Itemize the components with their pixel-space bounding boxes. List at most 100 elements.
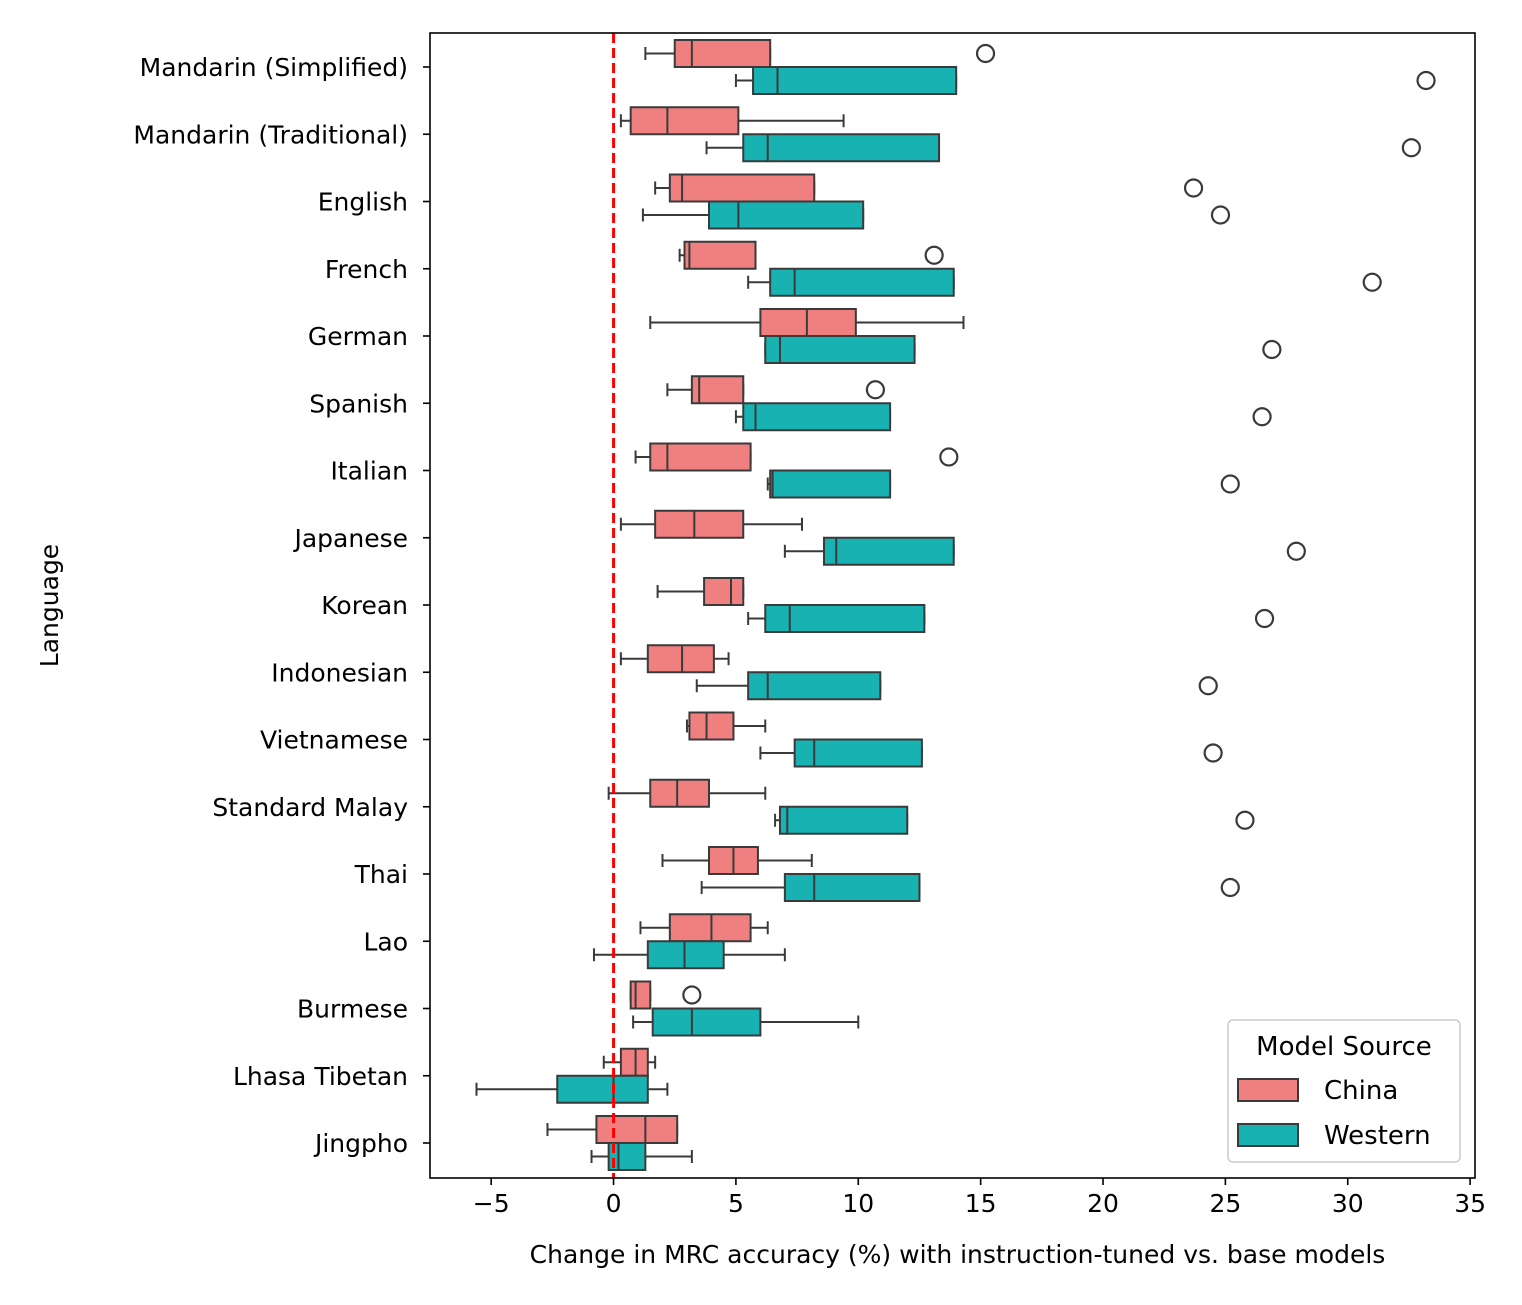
x-tick-label: 5 — [728, 1189, 744, 1218]
outlier-point — [975, 43, 996, 64]
iqr-box — [629, 106, 740, 136]
iqr-box — [764, 335, 916, 364]
box-lhasa-tibetan-china — [602, 1047, 657, 1077]
iqr-box — [629, 980, 652, 1010]
legend: Model Source China Western — [1227, 1019, 1461, 1163]
iqr-box — [752, 66, 958, 95]
iqr-box — [673, 39, 772, 68]
y-tick-label-indonesian: Indonesian — [271, 658, 408, 687]
x-tick-label: 15 — [965, 1189, 997, 1218]
y-axis-title: Language — [35, 544, 64, 667]
x-tick-label: 30 — [1332, 1189, 1364, 1218]
outlier-point — [1401, 138, 1421, 158]
outlier-point — [1286, 541, 1306, 561]
box-italian-western — [766, 469, 1240, 499]
y-tick-label-burmese: Burmese — [297, 995, 408, 1024]
iqr-box — [646, 644, 715, 674]
box-mandarin-simplified-china — [644, 39, 996, 68]
y-tick-label-english: English — [318, 188, 408, 217]
iqr-box — [646, 940, 725, 970]
iqr-box — [747, 671, 882, 701]
box-vietnamese-western — [759, 738, 1223, 768]
iqr-box — [595, 1115, 679, 1144]
x-tick-label: 0 — [606, 1189, 622, 1218]
iqr-box — [742, 402, 892, 432]
iqr-box — [742, 133, 941, 163]
outlier-point — [1252, 407, 1272, 427]
iqr-box — [823, 536, 955, 566]
y-tick-label-french: French — [325, 255, 408, 284]
y-tick-label-japanese: Japanese — [292, 524, 408, 553]
box-thai-china — [661, 846, 813, 875]
iqr-box — [683, 240, 757, 270]
outlier-point — [1203, 743, 1223, 763]
iqr-box — [703, 577, 745, 606]
box-burmese-china — [629, 980, 702, 1010]
box-standard-malay-china — [607, 778, 767, 808]
y-tick-label-mandarin-traditional: Mandarin (Traditional) — [133, 120, 408, 149]
y-tick-label-korean: Korean — [321, 591, 408, 620]
y-tick-label-italian: Italian — [330, 457, 408, 486]
box-korean-china — [656, 577, 745, 606]
x-tick-label: 10 — [842, 1189, 874, 1218]
box-mandarin-simplified-western — [734, 66, 1436, 95]
outlier-point — [1416, 70, 1436, 91]
box-italian-china — [634, 442, 959, 472]
outlier-point — [1220, 474, 1240, 494]
box-german-china — [649, 308, 965, 337]
iqr-box — [759, 308, 857, 337]
iqr-box — [649, 778, 710, 808]
iqr-box — [707, 200, 865, 230]
legend-entry-western: Western — [1237, 1121, 1431, 1151]
iqr-box — [769, 469, 892, 499]
legend-swatch — [1237, 1078, 1299, 1102]
iqr-box — [556, 1074, 649, 1104]
plot-frame — [429, 32, 1476, 1179]
iqr-box — [651, 1007, 762, 1037]
outlier-point — [1183, 178, 1204, 198]
box-korean-western — [747, 604, 1275, 633]
box-mandarin-traditional-western — [705, 133, 1421, 163]
outlier-point — [682, 985, 702, 1005]
outlier-point — [1220, 877, 1240, 898]
x-axis-title: Change in MRC accuracy (%) with instruct… — [530, 1240, 1386, 1269]
outlier-point — [924, 245, 944, 265]
iqr-box — [793, 738, 923, 768]
y-tick-label-standard-malay: Standard Malay — [212, 793, 408, 822]
box-french-china — [678, 240, 944, 270]
box-indonesian-western — [695, 671, 1218, 701]
box-standard-malay-western — [774, 805, 1255, 835]
box-french-western — [747, 267, 1382, 297]
box-english-china — [654, 173, 1204, 203]
box-jingpho-western — [590, 1142, 693, 1171]
outlier-point — [1262, 339, 1282, 360]
iqr-box — [783, 873, 921, 902]
y-tick-label-mandarin-simplified: Mandarin (Simplified) — [140, 53, 408, 82]
iqr-box — [688, 711, 735, 741]
iqr-box — [778, 805, 909, 835]
iqr-box — [668, 913, 752, 943]
box-japanese-western — [783, 536, 1306, 566]
iqr-box — [769, 267, 955, 297]
outlier-point — [1198, 676, 1218, 696]
legend-swatch — [1237, 1123, 1299, 1147]
iqr-box — [619, 1047, 649, 1077]
iqr-box — [654, 509, 745, 539]
box-english-western — [641, 200, 1231, 230]
legend-title: Model Source — [1256, 1032, 1432, 1062]
iqr-box — [764, 604, 926, 633]
y-tick-label-lao: Lao — [363, 927, 408, 956]
box-spanish-western — [734, 402, 1272, 432]
box-mandarin-traditional-china — [619, 106, 845, 136]
y-tick-label-vietnamese: Vietnamese — [260, 726, 408, 755]
y-tick-label-thai: Thai — [354, 860, 408, 889]
box-lao-china — [639, 913, 769, 943]
outlier-point — [865, 380, 886, 400]
x-tick-label: 25 — [1209, 1189, 1241, 1218]
legend-label: China — [1324, 1076, 1398, 1106]
axes-layer: −5 0 5 10 15 20 25 30 35 Mandarin (Simplified) Man… — [35, 32, 1486, 1269]
x-tick-label: 35 — [1454, 1189, 1486, 1218]
box-burmese-western — [632, 1007, 860, 1037]
